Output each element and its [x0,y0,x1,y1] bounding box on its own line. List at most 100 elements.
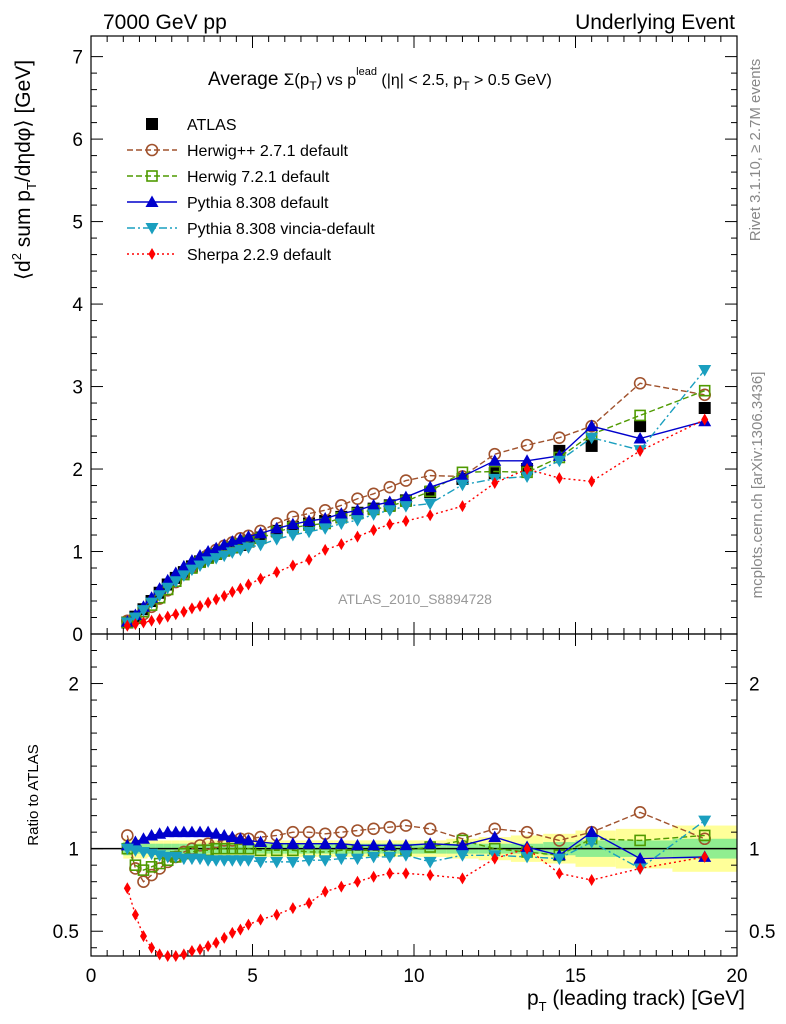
main-point-pythia [367,498,381,511]
ratio-y-tick-label: 2 [68,675,79,696]
analysis-watermark: ATLAS_2010_S8894728 [338,591,492,607]
ratio-point-pythia [286,837,300,849]
header-left: 7000 GeV pp [103,11,227,34]
ratio-point-sherpa [370,870,378,883]
main-point-sherpa [196,599,204,612]
ratio-point-herwigpp [633,806,647,819]
ratio-point-herwig7 [145,861,158,873]
main-point-sherpa [220,590,228,603]
ratio-point-sherpa [156,948,164,961]
ratio-point-vincia [399,850,413,862]
ylabel-sup: 2 [9,253,24,260]
ratio-point-sherpa [305,897,313,910]
main-point-sherpa [305,553,313,566]
ratio-frame [90,633,738,957]
ratio-point-sherpa [289,902,297,915]
main-y-tick-label: 6 [72,130,83,151]
ratio-point-sherpa [204,940,212,953]
ratio-line-pythia [127,831,705,860]
legend-entry-atlas: ATLAS [146,117,237,134]
ratio-point-herwigpp [367,822,380,836]
main-point-pythia [423,480,437,493]
main-y-axis: 0 1 2 3 4 5 6 7 [72,48,737,646]
ratio-point-pythia [383,838,397,851]
ratio-point-sherpa [402,867,410,880]
main-point-pythia [520,454,534,466]
ratio-point-sherpa [701,850,709,863]
legend-marker-atlas [146,118,158,130]
main-series-sherpa [123,413,709,632]
main-point-pythia [270,521,284,534]
ratio-point-herwig7 [218,842,231,855]
ratio-point-sherpa [273,908,281,921]
main-point-herwigpp [520,438,534,452]
main-point-vincia [254,539,268,552]
ratio-point-sherpa [212,936,220,949]
xlabel-p: p [527,987,539,1010]
ratio-point-sherpa [139,930,147,943]
ratio-point-sherpa [196,943,204,956]
ratio-line-vincia [127,820,706,870]
ratio-point-herwig7 [634,834,646,847]
xlabel-rest: (leading track) [GeV] [547,987,745,1010]
main-panel: 0 1 2 3 4 5 6 7 [72,35,738,646]
main-point-herwigpp [553,431,566,444]
main-point-sherpa [701,413,709,426]
main-series-herwigpp [121,376,712,628]
main-point-herwigpp [399,474,413,487]
ratio-point-vincia [350,853,364,866]
main-point-sherpa [273,566,281,579]
main-point-sherpa [204,596,212,609]
main-point-pythia [302,514,316,526]
ratio-point-sherpa [321,885,329,898]
title-vs: vs p [322,72,356,89]
ratio-point-herwigpp [399,819,413,832]
legend-marker-sherpa [148,248,156,260]
main-point-sherpa [156,613,164,626]
main-point-vincia [350,515,364,527]
main-point-vincia [423,498,437,511]
ratio-point-herwig7 [226,842,239,855]
main-point-sherpa [386,518,394,531]
ratio-point-pythia [217,828,231,841]
main-point-sherpa [228,585,236,598]
main-point-vincia [334,518,348,530]
main-point-vincia [270,534,284,546]
ratio-point-sherpa [353,875,361,888]
ratio-point-vincia [302,855,316,867]
header-right: Underlying Event [575,11,735,34]
main-point-vincia [585,432,599,445]
ylabel-sub: T [24,182,39,190]
legend-marker-pythia [145,195,159,207]
ratio-point-pythia [488,830,502,843]
ratio-point-sherpa [386,867,394,880]
ylabel-open: ⟨d [12,260,35,280]
ratio-point-vincia [334,853,348,866]
ratio-point-vincia [455,850,469,862]
main-point-sherpa [523,463,531,476]
main-point-pythia [161,573,175,586]
ratio-point-pythia [136,832,150,844]
main-point-pythia [399,490,413,503]
ratio-point-vincia [241,855,255,867]
main-point-vincia [209,553,223,565]
main-y-tick-label: 1 [72,543,83,564]
xlabel-sub: T [539,999,547,1014]
ratio-point-sherpa [555,867,563,880]
ratio-point-sherpa [188,945,196,958]
ratio-point-sherpa [491,852,499,865]
main-point-sherpa [636,444,644,457]
ratio-point-vincia [254,856,268,869]
main-y-tick-label: 3 [72,378,83,399]
main-y-tick-label: 7 [72,48,83,69]
ratio-point-sherpa [523,842,531,855]
ratio-point-herwigpp [520,825,534,839]
legend-marker-vincia [145,223,159,235]
main-point-pythia [177,559,191,572]
ratio-point-pythia [318,837,332,849]
ylabel-mid: sum p [12,190,35,253]
main-point-vincia [145,597,159,610]
main-line-vincia [126,369,706,624]
x-tick-label: 5 [247,966,258,987]
legend-marker-herwig7 [146,170,158,182]
